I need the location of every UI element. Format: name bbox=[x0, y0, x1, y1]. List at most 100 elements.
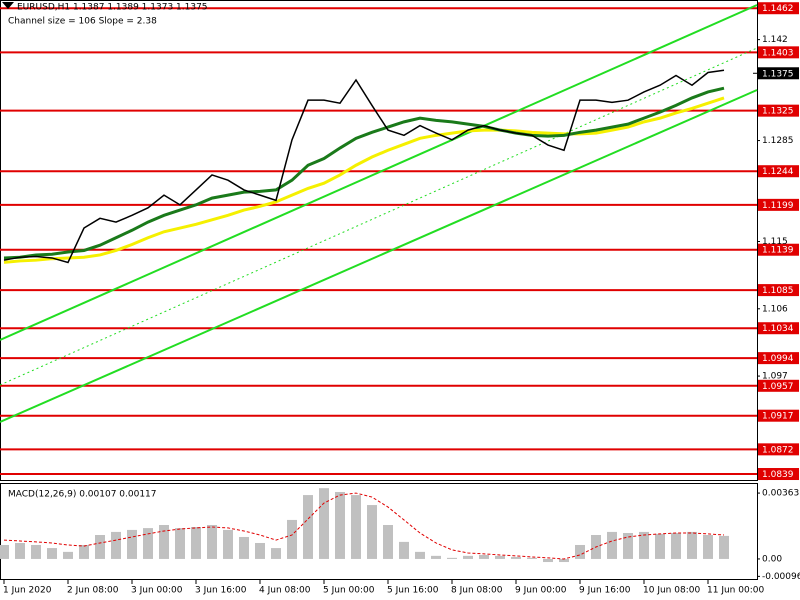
x-tick-label: 9 Jun 00:00 bbox=[515, 586, 567, 596]
macd-bar bbox=[607, 531, 617, 559]
level-label-box bbox=[758, 352, 799, 365]
macd-bar bbox=[527, 557, 537, 559]
level-label: 1.1462 bbox=[762, 4, 794, 14]
series-line bbox=[3, 96, 725, 264]
macd-bar bbox=[255, 542, 265, 559]
level-label-box bbox=[758, 2, 799, 15]
level-label-box bbox=[758, 46, 799, 59]
series-line bbox=[3, 69, 725, 264]
level-label: 1.0957 bbox=[762, 382, 794, 392]
current-price-box bbox=[758, 67, 799, 80]
macd-bar bbox=[143, 528, 153, 559]
macd-bar bbox=[559, 558, 569, 563]
macd-bar bbox=[431, 555, 441, 559]
current-price-label: 1.1375 bbox=[762, 69, 794, 79]
macd-bar bbox=[543, 558, 553, 563]
macd-bar bbox=[623, 532, 633, 559]
level-label-box bbox=[758, 468, 799, 481]
macd-bar bbox=[399, 541, 409, 559]
macd-bar bbox=[47, 548, 57, 559]
level-label: 1.1085 bbox=[762, 286, 794, 296]
macd-bar bbox=[671, 532, 681, 559]
x-tick-label: 5 Jun 16:00 bbox=[387, 586, 439, 596]
level-label: 1.0839 bbox=[762, 470, 794, 480]
macd-bar bbox=[383, 525, 393, 559]
macd-bar bbox=[511, 556, 521, 559]
dropdown-arrow bbox=[2, 2, 14, 9]
macd-bar bbox=[367, 505, 377, 559]
macd-bar bbox=[687, 531, 697, 559]
series-line bbox=[3, 86, 725, 260]
level-label-box bbox=[758, 443, 799, 456]
macd-bar bbox=[335, 491, 345, 559]
macd-bar bbox=[351, 495, 361, 559]
x-tick-label: 3 Jun 00:00 bbox=[131, 586, 183, 596]
macd-bar bbox=[639, 531, 649, 559]
level-label: 1.0917 bbox=[762, 412, 794, 422]
macd-bar bbox=[303, 495, 313, 559]
macd-bar bbox=[655, 533, 665, 559]
signal-line bbox=[3, 492, 725, 560]
x-tick-label: 2 Jun 08:00 bbox=[67, 586, 119, 596]
y-tick-label: 1.106 bbox=[762, 304, 788, 314]
level-label: 1.1034 bbox=[762, 324, 794, 334]
channel-upper bbox=[0, 4, 758, 341]
x-tick-label: 1 Jun 2020 bbox=[3, 586, 52, 596]
macd-panel bbox=[0, 483, 758, 580]
macd-bar bbox=[287, 519, 297, 559]
x-tick-label: 10 Jun 08:00 bbox=[643, 586, 700, 596]
macd-bar bbox=[415, 551, 425, 559]
macd-bar bbox=[111, 531, 121, 559]
level-label-box bbox=[758, 379, 799, 392]
macd-bar bbox=[223, 529, 233, 559]
level-label-box bbox=[758, 243, 799, 256]
macd-bar bbox=[95, 534, 105, 559]
chart-title: EURUSD,H1 1.1387 1.1389 1.1373 1.1375 bbox=[17, 3, 208, 13]
level-label-box bbox=[758, 284, 799, 297]
y-tick-label: 0.00363 bbox=[762, 489, 799, 499]
y-tick-label: 1.142 bbox=[762, 35, 788, 45]
macd-bar bbox=[239, 536, 249, 559]
y-tick-label: 1.1285 bbox=[762, 136, 794, 146]
macd-bar bbox=[207, 525, 217, 559]
macd-bar bbox=[575, 544, 585, 559]
channel bbox=[0, 4, 758, 423]
macd-bar bbox=[15, 542, 25, 559]
price-panel bbox=[0, 0, 758, 481]
y-tick-label: 0.00 bbox=[762, 554, 782, 564]
macd-bar bbox=[703, 534, 713, 559]
level-label-box bbox=[758, 198, 799, 211]
level-label-box bbox=[758, 322, 799, 335]
level-label-box bbox=[758, 165, 799, 178]
macd-bar bbox=[127, 529, 137, 559]
macd-bar bbox=[479, 554, 489, 559]
macd-bar bbox=[447, 557, 457, 559]
x-tick-label: 5 Jun 00:00 bbox=[323, 586, 375, 596]
macd-bar bbox=[719, 535, 729, 559]
x-tick-label: 3 Jun 16:00 bbox=[195, 586, 247, 596]
y-tick-label: 1.097 bbox=[762, 372, 788, 382]
x-tick-label: 11 Jun 00:00 bbox=[707, 586, 764, 596]
y-tick-label: 1.115 bbox=[762, 237, 788, 247]
level-label: 1.1139 bbox=[762, 246, 794, 256]
channel-middle bbox=[0, 47, 758, 386]
level-label: 1.0994 bbox=[762, 354, 794, 364]
macd-bar bbox=[63, 551, 73, 559]
macd-bar bbox=[463, 555, 473, 559]
x-tick-label: 4 Jun 08:00 bbox=[259, 586, 311, 596]
level-label: 1.1199 bbox=[762, 201, 794, 211]
macd-bar bbox=[319, 488, 329, 559]
chart-subtitle: Channel size = 106 Slope = 2.38 bbox=[8, 17, 157, 27]
macd-bar bbox=[191, 527, 201, 559]
macd-bar bbox=[271, 548, 281, 559]
macd-bar bbox=[0, 544, 9, 559]
level-label-box bbox=[758, 409, 799, 422]
macd-bar bbox=[159, 525, 169, 559]
macd-bar bbox=[31, 544, 41, 559]
x-tick-label: 9 Jun 16:00 bbox=[579, 586, 631, 596]
level-label-box bbox=[758, 104, 799, 117]
level-label: 1.0872 bbox=[762, 445, 794, 455]
macd-bar bbox=[79, 544, 89, 559]
